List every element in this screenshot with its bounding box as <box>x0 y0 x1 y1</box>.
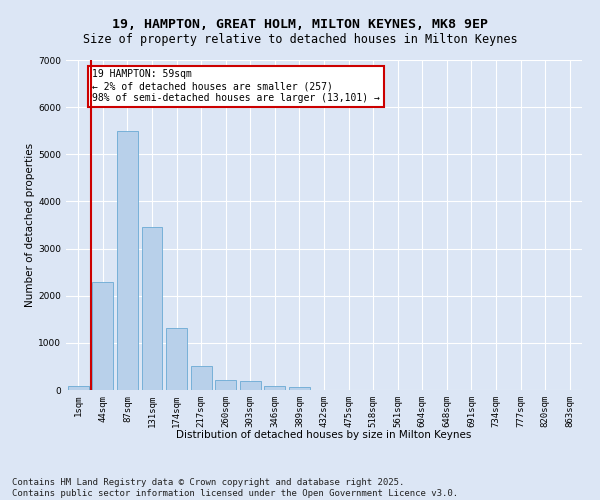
Bar <box>142 228 163 390</box>
Text: 19 HAMPTON: 59sqm
← 2% of detached houses are smaller (257)
98% of semi-detached: 19 HAMPTON: 59sqm ← 2% of detached house… <box>92 70 380 102</box>
Text: Size of property relative to detached houses in Milton Keynes: Size of property relative to detached ho… <box>83 32 517 46</box>
Text: Contains HM Land Registry data © Crown copyright and database right 2025.
Contai: Contains HM Land Registry data © Crown c… <box>12 478 458 498</box>
Text: 19, HAMPTON, GREAT HOLM, MILTON KEYNES, MK8 9EP: 19, HAMPTON, GREAT HOLM, MILTON KEYNES, … <box>112 18 488 30</box>
Bar <box>289 388 310 390</box>
Bar <box>92 282 113 390</box>
Bar <box>240 382 261 390</box>
Bar <box>117 130 138 390</box>
Bar <box>191 366 212 390</box>
X-axis label: Distribution of detached houses by size in Milton Keynes: Distribution of detached houses by size … <box>176 430 472 440</box>
Y-axis label: Number of detached properties: Number of detached properties <box>25 143 35 307</box>
Bar <box>166 328 187 390</box>
Bar <box>68 386 89 390</box>
Bar <box>265 386 286 390</box>
Bar <box>215 380 236 390</box>
